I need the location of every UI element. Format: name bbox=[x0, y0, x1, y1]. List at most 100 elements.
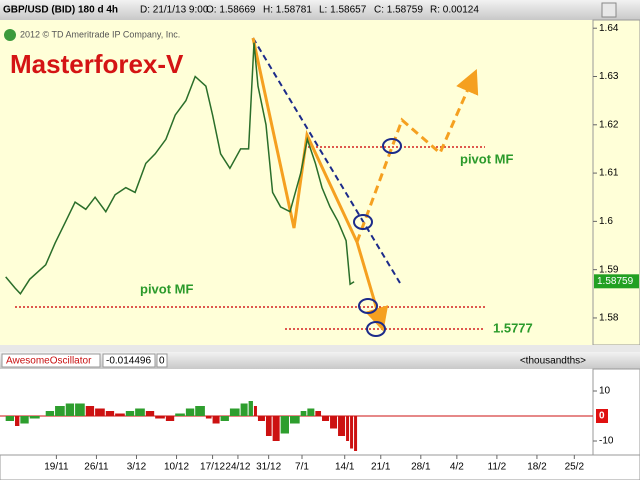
osc-bar bbox=[280, 416, 289, 434]
price-line bbox=[5, 42, 355, 296]
x-tick-label: 24/12 bbox=[225, 462, 250, 473]
marker-ellipse bbox=[366, 321, 386, 337]
x-tick-label: 3/12 bbox=[127, 462, 147, 473]
annotation: 1.5777 bbox=[493, 320, 533, 335]
symbol: GBP/USD (BID) 180 d 4h bbox=[3, 5, 118, 16]
close: C: 1.58759 bbox=[374, 5, 423, 16]
osc-index-box bbox=[156, 353, 168, 368]
osc-bar bbox=[45, 411, 55, 416]
x-tick-label: 14/1 bbox=[335, 462, 355, 473]
price-axis bbox=[592, 19, 640, 346]
x-tick-label: 17/12 bbox=[200, 462, 225, 473]
osc-name-box bbox=[1, 353, 101, 368]
osc-tick-label: 10 bbox=[599, 386, 611, 397]
x-tick-label: 28/1 bbox=[411, 462, 431, 473]
osc-bar bbox=[125, 411, 135, 416]
x-tick-label: 25/2 bbox=[565, 462, 585, 473]
osc-bar bbox=[155, 416, 165, 419]
open: O: 1.58669 bbox=[206, 5, 256, 16]
osc-bar bbox=[220, 416, 229, 421]
osc-bar bbox=[240, 403, 248, 416]
wave-line bbox=[251, 37, 389, 332]
x-tick-label: 7/1 bbox=[295, 462, 309, 473]
osc-bar bbox=[229, 408, 240, 416]
price-pane bbox=[0, 20, 593, 345]
osc-bar bbox=[265, 416, 272, 436]
marker-ellipse bbox=[353, 214, 373, 230]
x-tick-label: 11/2 bbox=[488, 462, 507, 473]
osc-bar bbox=[350, 416, 354, 449]
osc-bar bbox=[300, 411, 307, 416]
osc-value-box bbox=[102, 353, 156, 368]
osc-bar bbox=[272, 416, 280, 441]
osc-index: 0 bbox=[159, 356, 165, 367]
y-tick-label: 1.62 bbox=[599, 119, 619, 130]
osc-bar bbox=[29, 416, 40, 419]
y-tick-label: 1.59 bbox=[599, 264, 619, 275]
osc-bar bbox=[315, 411, 322, 416]
x-tick-label: 10/12 bbox=[164, 462, 189, 473]
osc-bar bbox=[338, 416, 346, 436]
y-tick-label: 1.64 bbox=[599, 23, 619, 34]
osc-bar bbox=[145, 411, 155, 416]
last-price-label: 1.58759 bbox=[597, 276, 634, 287]
marker-ellipse bbox=[358, 298, 378, 314]
osc-bar bbox=[165, 416, 175, 421]
x-tick-label: 4/2 bbox=[450, 462, 464, 473]
date: D: 21/1/13 9:00 bbox=[140, 5, 209, 16]
osc-bar bbox=[85, 406, 95, 416]
window-button[interactable] bbox=[601, 2, 617, 18]
osc-bar bbox=[253, 406, 257, 416]
y-tick-label: 1.58 bbox=[599, 313, 619, 324]
osc-bar bbox=[212, 416, 220, 424]
osc-bar bbox=[248, 401, 253, 416]
osc-bar bbox=[289, 416, 300, 424]
osc-bar bbox=[307, 408, 315, 416]
x-tick-label: 31/12 bbox=[256, 462, 281, 473]
osc-bar bbox=[95, 408, 105, 416]
osc-bar bbox=[195, 406, 205, 416]
osc-bar bbox=[354, 416, 358, 451]
trend-line bbox=[252, 37, 401, 284]
osc-bar bbox=[105, 411, 115, 416]
osc-bar bbox=[205, 416, 212, 419]
chart-title: Masterforex-V bbox=[10, 49, 184, 79]
osc-bar bbox=[257, 416, 265, 421]
copyright: 2012 © TD Ameritrade IP Company, Inc. bbox=[20, 29, 180, 39]
osc-bar bbox=[55, 406, 65, 416]
osc-bar bbox=[175, 413, 185, 416]
forecast-line bbox=[355, 69, 479, 243]
annotation: pivot MF bbox=[460, 151, 513, 166]
x-axis bbox=[0, 454, 640, 480]
y-tick-label: 1.63 bbox=[599, 71, 619, 82]
separator bbox=[0, 345, 640, 352]
osc-bar bbox=[75, 403, 85, 416]
osc-value: -0.014496 bbox=[106, 356, 151, 367]
osc-title: AwesomeOscillator bbox=[6, 356, 92, 367]
marker-ellipse bbox=[382, 138, 402, 154]
x-tick-label: 19/11 bbox=[44, 462, 69, 473]
low: L: 1.58657 bbox=[319, 5, 367, 16]
osc-bar bbox=[185, 408, 195, 416]
info-icon[interactable] bbox=[4, 29, 16, 41]
osc-bar bbox=[135, 408, 145, 416]
osc-units: <thousandths> bbox=[520, 356, 586, 367]
osc-bar bbox=[65, 403, 75, 416]
osc-tick-label: -10 bbox=[599, 436, 614, 447]
x-tick-label: 18/2 bbox=[527, 462, 547, 473]
x-tick-label: 26/11 bbox=[84, 462, 109, 473]
osc-zero-box bbox=[596, 409, 608, 423]
osc-bar bbox=[322, 416, 330, 421]
osc-bar bbox=[20, 416, 29, 424]
y-tick-label: 1.6 bbox=[599, 216, 613, 227]
osc-bar bbox=[330, 416, 338, 429]
x-tick-label: 21/1 bbox=[371, 462, 391, 473]
header-bar bbox=[0, 0, 640, 20]
annotation: pivot MF bbox=[140, 281, 193, 296]
last-price-box bbox=[594, 274, 639, 289]
drawings bbox=[15, 37, 485, 337]
y-tick-label: 1.61 bbox=[599, 168, 619, 179]
osc-bar bbox=[5, 416, 15, 421]
osc-tick-label: 0 bbox=[599, 411, 605, 422]
